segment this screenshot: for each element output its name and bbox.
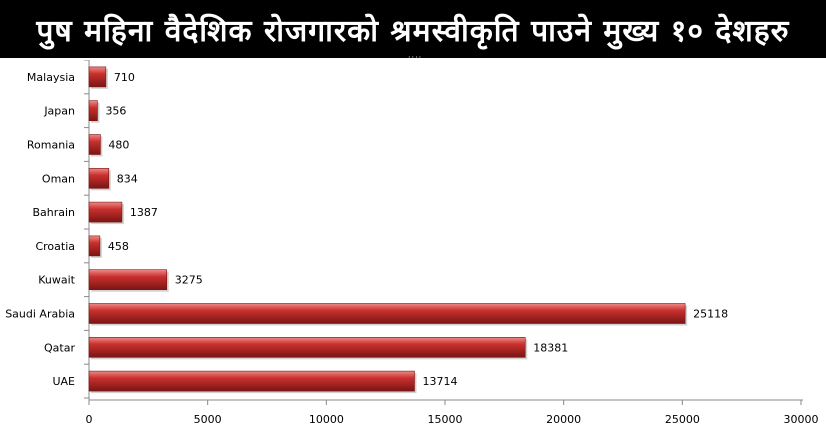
- x-tick-label: 15000: [428, 413, 463, 426]
- bar-japan: [88, 100, 98, 122]
- category-label: Malaysia: [27, 71, 75, 84]
- category-label: Romania: [27, 139, 75, 152]
- x-tick-label: 25000: [665, 413, 700, 426]
- title-dots-decoration: ····: [408, 53, 423, 62]
- category-label: Bahrain: [32, 206, 75, 219]
- chart-title: पुष महिना वैदेशिक रोजगारको श्रमस्वीकृति …: [36, 13, 790, 49]
- category-label: Qatar: [44, 341, 75, 354]
- data-label: 834: [117, 172, 138, 185]
- category-label: Croatia: [35, 240, 75, 253]
- bar-qatar: [88, 336, 526, 358]
- bar-kuwait: [88, 269, 168, 290]
- x-tick-label: 10000: [309, 413, 344, 426]
- chart-area: Malaysia 710 Japan 356 Romania 480 Oman 834 Bahr…: [0, 60, 826, 440]
- bar-chart: Malaysia 710 Japan 356 Romania 480 Oman 834 Bahr…: [5, 60, 819, 426]
- data-label: 710: [114, 71, 135, 84]
- bar-bahrain: [88, 201, 123, 223]
- x-tick-label: 30000: [784, 413, 819, 426]
- data-label: 1387: [130, 206, 158, 219]
- bar-saudi-arabia: [88, 303, 686, 324]
- bar-malaysia: [88, 66, 107, 88]
- x-tick-label: 5000: [194, 413, 222, 426]
- category-label: Japan: [43, 105, 75, 118]
- data-label: 458: [108, 240, 129, 253]
- category-label: Saudi Arabia: [5, 308, 75, 321]
- x-tick-label: 20000: [546, 413, 581, 426]
- category-label: Oman: [42, 172, 75, 185]
- category-label: Kuwait: [38, 274, 75, 287]
- bar-oman: [88, 168, 110, 189]
- category-label: UAE: [52, 375, 75, 388]
- data-label: 3275: [175, 274, 203, 287]
- data-label: 25118: [693, 308, 728, 321]
- data-label: 18381: [533, 341, 568, 354]
- title-bar: पुष महिना वैदेशिक रोजगारको श्रमस्वीकृति …: [0, 0, 826, 58]
- bar-romania: [88, 134, 101, 155]
- data-label: 356: [105, 105, 126, 118]
- bar-croatia: [88, 235, 101, 257]
- bar-uae: [88, 370, 415, 392]
- data-label: 13714: [422, 375, 457, 388]
- x-tick-label: 0: [86, 413, 93, 426]
- data-label: 480: [108, 139, 129, 152]
